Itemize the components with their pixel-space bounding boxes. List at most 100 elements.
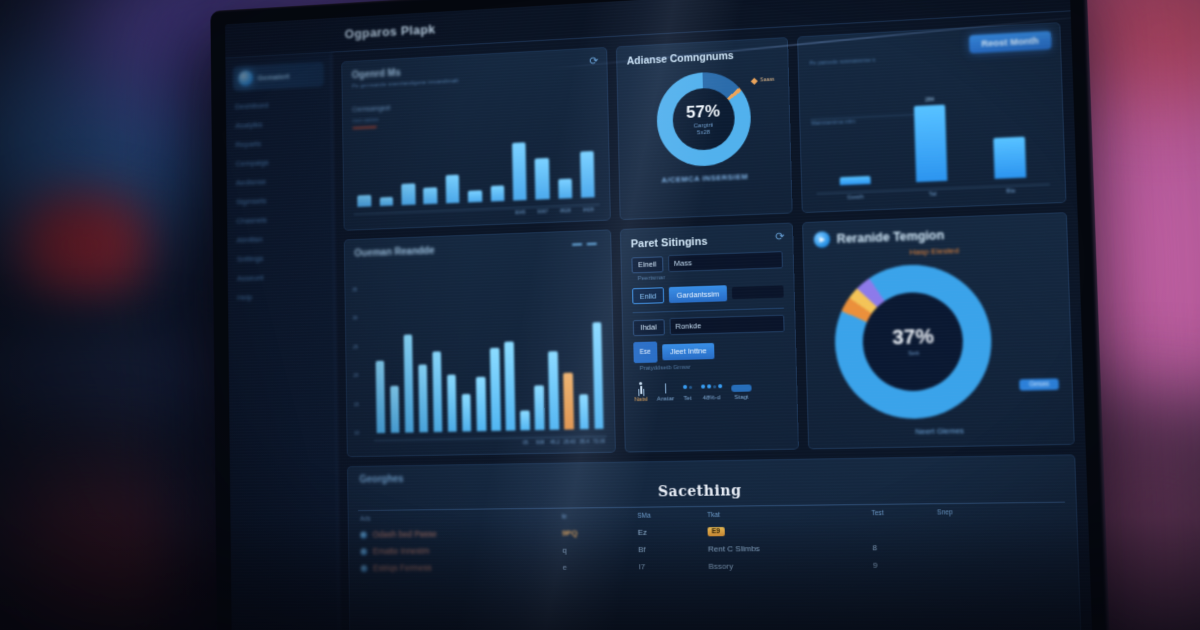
sidebar: Gemalert Deshlbord Asalytks Reparts Cempaig…: [225, 52, 341, 630]
diamond-icon: [751, 77, 759, 85]
bar-column: 284 Tal: [891, 85, 972, 201]
bar: [390, 385, 400, 433]
bar-column: Gesth: [814, 89, 894, 204]
row-dot-icon: [360, 564, 368, 572]
confirm-button[interactable]: Gardantssim: [668, 285, 728, 304]
sidebar-item[interactable]: Sigmsets: [236, 196, 267, 207]
sidebar-item[interactable]: Asalytks: [235, 120, 263, 131]
dashboard-grid: Ogenrd Ms Pe gemsande snemlandigene imva…: [332, 11, 1093, 630]
sidebar-item[interactable]: Reparts: [235, 139, 262, 150]
bar-label: 9067: [537, 209, 549, 216]
footer-item-marker[interactable]: Anstar: [656, 383, 675, 403]
footer-item-user[interactable]: Natsl: [634, 382, 648, 403]
row-value: 8: [872, 542, 878, 552]
action-button[interactable]: Jleet Inttne: [661, 342, 715, 360]
footer-item-toggle[interactable]: 48%-d: [700, 380, 723, 402]
row-value: Bf: [637, 544, 646, 554]
row-value: e: [562, 562, 567, 572]
mode-field[interactable]: [669, 314, 786, 336]
bar-label: 05: [522, 440, 529, 447]
bar-column: 9428: [575, 137, 599, 214]
sidebar-item[interactable]: Chasneis: [236, 215, 267, 226]
table-row[interactable]: Odash bed Passe: [360, 528, 562, 540]
logo-label: Gemalert: [257, 71, 290, 82]
legend-title: Cremsamgeet: [352, 105, 391, 114]
panel-retention-title: Reranide Temgion: [836, 228, 945, 247]
legend-dash-icon: [571, 243, 582, 246]
panel-settings-title: Paret Sitingins: [630, 235, 708, 251]
y-axis-tick: 10: [354, 430, 360, 437]
panel-audience-title: Adianse Comngnums: [626, 49, 734, 68]
audience-center-label: Cargtrti: [693, 122, 714, 130]
sidebar-item[interactable]: Asseunt: [236, 273, 264, 283]
row-value: [872, 529, 938, 530]
retention-footer-label: Neert Glemes: [915, 426, 965, 437]
overview-bar-chart: 9045 9067 8628 9428: [353, 137, 600, 223]
field-chip: Ihdal: [632, 318, 665, 336]
panel-retention: ▶ Reranide Temgion Hasp Elested 37% Sett: [802, 212, 1075, 450]
table-row[interactable]: Ematte Innestm: [360, 545, 562, 557]
dots-icon: [682, 381, 692, 393]
background-red-glow-bottom: [0, 470, 190, 630]
bar-column: 9067: [530, 140, 554, 217]
row-dot-icon: [360, 531, 367, 539]
bar: [511, 142, 527, 201]
bar: [563, 372, 574, 430]
action-icon-chip[interactable]: Ese: [633, 341, 658, 364]
bar: [461, 393, 472, 432]
bar: [379, 197, 394, 207]
revenue-bar-chart: 05 908 45.2 25.43 35.4 72.09: [372, 279, 607, 450]
person-icon: [637, 382, 645, 394]
bar: [445, 174, 460, 204]
bar-label: 9045: [514, 209, 526, 217]
footer-item-test[interactable]: Tet: [682, 381, 693, 402]
settings-caption: Peertsmar: [637, 275, 666, 283]
sidebar-item[interactable]: Cempaigs: [235, 158, 269, 169]
retention-play-icon: ▶: [814, 231, 831, 248]
settings-caption: Pratyddsetb Gmssr: [639, 364, 691, 372]
bar-label: 45.2: [549, 439, 560, 446]
bar: [557, 178, 573, 199]
row-value: Bssory: [708, 561, 734, 571]
footer-label: Stagt: [734, 394, 749, 402]
field-chip-outline[interactable]: Enlid: [631, 287, 664, 305]
y-axis-tick: 30: [352, 315, 358, 322]
audience-legend-marker: Saaas: [751, 77, 774, 85]
bar: [490, 185, 505, 202]
legend-accent-dash: [352, 126, 377, 130]
sidebar-logo-row[interactable]: Gemalert: [232, 61, 324, 92]
monitor-bezel: Ogparos Plapk Gemalert Deshlbord Asalytks…: [210, 0, 1112, 630]
bar-column: 72.09: [588, 279, 606, 446]
sidebar-item[interactable]: Aedisnse: [235, 177, 267, 188]
input-stub: [732, 285, 785, 300]
bar: [401, 183, 416, 206]
divider: [632, 307, 785, 314]
bar: [423, 187, 438, 205]
bar: [579, 151, 596, 198]
retention-center-sub: Sett: [907, 350, 920, 358]
bar: [418, 364, 429, 433]
bar: [534, 158, 550, 200]
tick-icon: [664, 383, 666, 394]
settings-row-mode: Ihdal: [632, 314, 786, 336]
sidebar-item[interactable]: Atmltisn: [236, 234, 263, 245]
refresh-icon[interactable]: ⟳: [775, 230, 785, 244]
bar: [375, 361, 386, 434]
panel-settings: Paret Sitingins ⟳ Eineil Peertsmar Enlid…: [619, 222, 800, 453]
refresh-icon[interactable]: ⟳: [589, 55, 599, 68]
column-header: Test: [871, 509, 884, 518]
table-row[interactable]: Estriqs Fermess: [360, 562, 563, 573]
sidebar-item[interactable]: Help: [237, 292, 253, 302]
row-empty: [937, 528, 1063, 529]
footer-label: Anstar: [656, 396, 675, 403]
bar: [578, 394, 589, 430]
sidebar-item[interactable]: Snttings: [236, 254, 264, 264]
footer-item-status[interactable]: Stagt: [730, 384, 752, 402]
bar: [490, 348, 501, 432]
reset-month-button[interactable]: Reost Month: [968, 30, 1052, 54]
sidebar-item[interactable]: Deshlbord: [234, 100, 269, 112]
column-header: Tkat: [707, 511, 721, 520]
email-field[interactable]: [667, 251, 784, 273]
bar: [432, 351, 443, 433]
